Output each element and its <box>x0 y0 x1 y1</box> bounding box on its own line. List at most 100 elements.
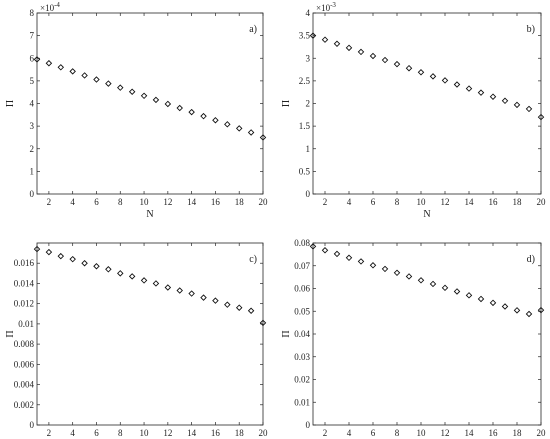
y-tick-label: 3.5 <box>299 31 311 41</box>
data-point <box>57 64 65 71</box>
data-point <box>513 101 521 109</box>
x-tick-label: 18 <box>235 428 245 438</box>
data-point <box>333 40 341 48</box>
data-point <box>501 97 509 105</box>
data-point <box>321 36 329 43</box>
y-tick-label: 0.012 <box>14 299 34 309</box>
y-tick-label: 0 <box>306 189 311 199</box>
y-axis-label: Π <box>5 330 16 337</box>
x-tick-label: 8 <box>395 197 400 207</box>
x-tick-label: 10 <box>417 428 427 438</box>
data-point <box>381 265 389 273</box>
data-point <box>393 269 401 277</box>
data-point <box>537 113 545 121</box>
data-point <box>513 307 521 314</box>
data-point <box>164 100 172 108</box>
y-tick-label: 1 <box>306 144 311 154</box>
y-tick-label: 5 <box>30 76 35 86</box>
x-tick-label: 8 <box>118 428 123 438</box>
y-tick-label: 1.5 <box>299 121 311 131</box>
x-tick-label: 2 <box>47 428 52 438</box>
x-tick-label: 14 <box>465 428 475 438</box>
data-point <box>393 60 401 68</box>
x-tick-label: 16 <box>211 428 221 438</box>
data-point <box>429 280 437 288</box>
x-tick-label: 4 <box>70 197 75 207</box>
y-tick-label: 0.5 <box>299 166 311 176</box>
y-tick-label: 1 <box>30 166 35 176</box>
data-point <box>69 68 76 75</box>
x-tick-label: 16 <box>211 197 221 207</box>
data-point <box>188 108 195 116</box>
y-tick-label: 3 <box>30 121 35 131</box>
x-tick-label: 6 <box>94 197 99 207</box>
data-point <box>489 93 497 100</box>
y-tick-label: 0.07 <box>294 261 310 271</box>
panel-label: a) <box>249 24 257 35</box>
y-tick-label: 6 <box>30 53 35 63</box>
x-tick-label: 20 <box>259 197 269 207</box>
data-point <box>369 52 377 60</box>
data-point <box>235 304 243 311</box>
data-point <box>453 81 461 88</box>
x-tick-label: 8 <box>118 197 123 207</box>
x-tick-label: 20 <box>537 197 547 207</box>
y-tick-label: 0.002 <box>14 400 34 410</box>
data-point <box>525 105 533 113</box>
y-tick-label: 2 <box>30 144 35 154</box>
data-point <box>309 32 317 39</box>
data-point <box>477 295 485 303</box>
data-point <box>105 266 112 273</box>
data-point <box>164 284 172 291</box>
x-tick-label: 16 <box>489 197 499 207</box>
data-point <box>357 48 365 56</box>
x-tick-label: 18 <box>513 197 523 207</box>
x-tick-label: 16 <box>489 428 499 438</box>
y-exponent-power: -3 <box>330 1 336 9</box>
x-tick-label: 12 <box>441 428 450 438</box>
data-point <box>176 287 183 294</box>
data-point <box>212 297 219 304</box>
x-tick-label: 14 <box>187 197 197 207</box>
data-point <box>224 301 231 308</box>
x-tick-label: 20 <box>259 428 269 438</box>
data-point <box>369 262 377 269</box>
data-point <box>93 263 100 270</box>
x-tick-label: 12 <box>163 428 172 438</box>
y-tick-label: 0.016 <box>14 258 35 268</box>
data-point <box>105 80 112 87</box>
y-tick-label: 2.5 <box>299 76 311 86</box>
x-tick-label: 2 <box>323 428 328 438</box>
data-point <box>345 254 353 262</box>
x-tick-label: 14 <box>187 428 197 438</box>
data-point <box>417 69 425 76</box>
y-tick-label: 0.02 <box>294 375 310 385</box>
data-point <box>429 73 437 80</box>
data-point <box>200 294 207 301</box>
y-tick-label: 0.01 <box>18 319 34 329</box>
x-axis-label: N <box>423 209 430 220</box>
x-tick-label: 10 <box>417 197 427 207</box>
data-point <box>45 59 53 67</box>
data-point <box>81 259 88 267</box>
data-point <box>345 44 353 52</box>
data-point <box>489 299 497 307</box>
data-point <box>93 76 100 83</box>
data-point <box>309 243 317 250</box>
y-tick-label: 4 <box>30 99 35 109</box>
x-tick-label: 6 <box>371 428 376 438</box>
data-point <box>525 310 533 318</box>
x-tick-label: 10 <box>140 428 150 438</box>
y-tick-label: 0.004 <box>14 380 35 390</box>
x-tick-label: 6 <box>371 197 376 207</box>
data-point <box>259 134 267 141</box>
data-point <box>188 290 195 297</box>
x-tick-label: 12 <box>163 197 172 207</box>
data-point <box>405 273 413 280</box>
y-tick-label: 0 <box>306 420 311 430</box>
data-point <box>128 88 136 95</box>
